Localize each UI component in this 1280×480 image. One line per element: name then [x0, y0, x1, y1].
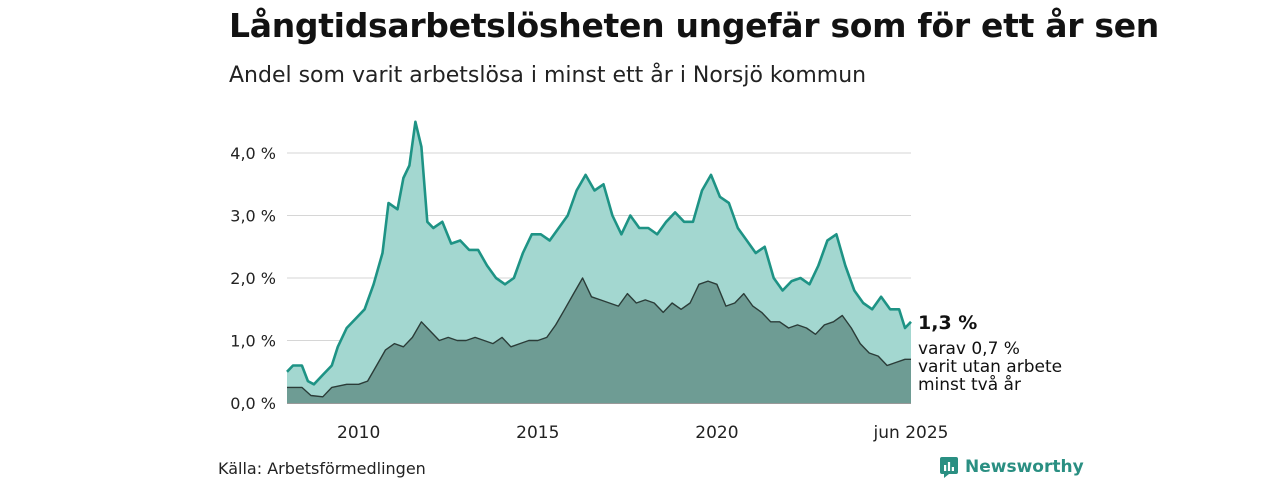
y-tick-label: 3,0 %: [230, 207, 276, 226]
brand-name: Newsworthy: [965, 457, 1084, 477]
series-1-line: [286, 120, 912, 386]
source-note: Källa: Arbetsförmedlingen: [218, 459, 426, 478]
series-areas: [286, 120, 912, 404]
series-2-end-label: minst två år: [918, 374, 1021, 395]
x-tick-label: jun 2025: [873, 423, 949, 443]
y-tick-label: 2,0 %: [230, 269, 276, 288]
y-tick-label: 4,0 %: [230, 144, 276, 163]
series-2-end-label: varav 0,7 %: [918, 339, 1020, 359]
chart-title: Långtidsarbetslösheten ungefär som för e…: [229, 6, 1159, 45]
y-tick-label: 0,0 %: [230, 394, 276, 413]
brand-logo[interactable]: Newsworthy: [939, 456, 1084, 478]
chart-bars-icon: [940, 457, 958, 478]
x-tick-label: 2020: [695, 423, 738, 443]
series-2-area: [287, 278, 911, 403]
x-tick-label: 2015: [516, 423, 559, 443]
series-1-end-label: 1,3 %: [918, 312, 977, 334]
x-tick-label: 2010: [337, 423, 380, 443]
axis-labels: 0,0 % 1,0 % 2,0 % 3,0 % 4,0 % 2010 2015 2020 jun…: [230, 144, 948, 443]
chart-subtitle: Andel som varit arbetslösa i minst ett å…: [229, 63, 867, 88]
series-2-line: [287, 277, 911, 398]
y-tick-label: 1,0 %: [230, 332, 276, 351]
series-2-end-label: varit utan arbete: [918, 357, 1062, 377]
